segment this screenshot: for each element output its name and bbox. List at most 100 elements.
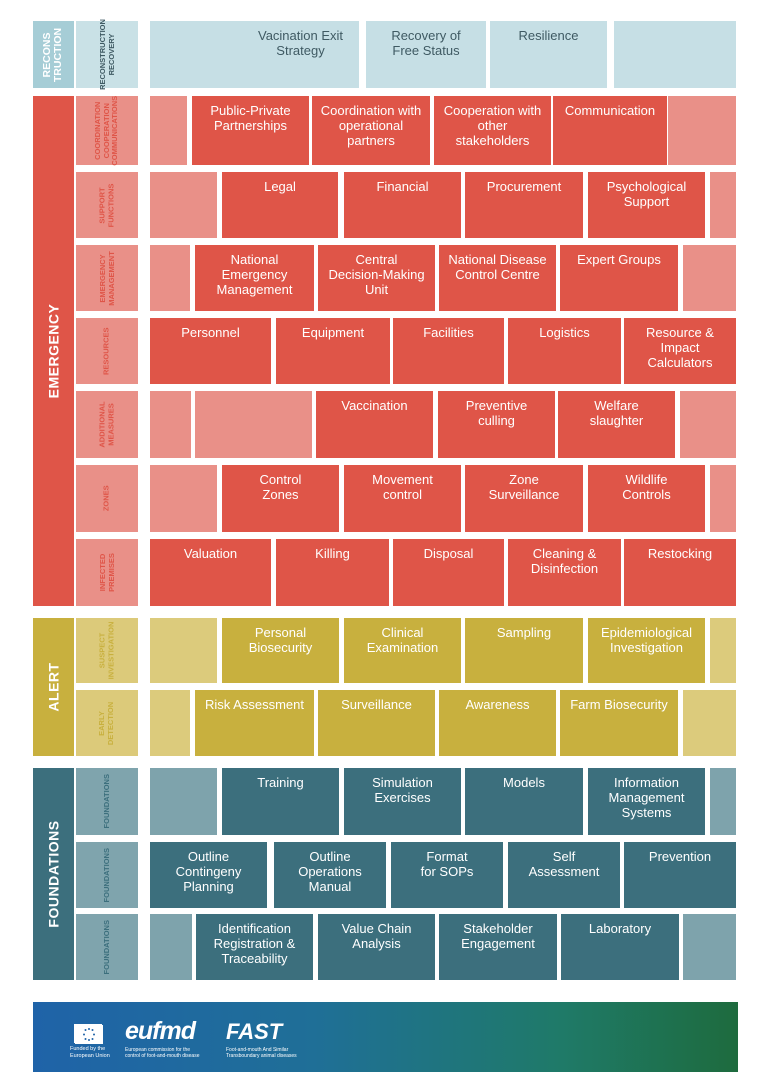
cell-found2-4: Prevention (624, 842, 736, 908)
filler-block (614, 21, 736, 88)
row-label-early: EARLY DETECTION (76, 690, 138, 756)
row-label-text: FOUNDATIONS (101, 847, 111, 903)
footer-banner: Funded by the European Union eufmd Europ… (33, 1002, 738, 1072)
cell-infected-4: Restocking (624, 539, 736, 606)
cell-resources-2: Facilities (393, 318, 504, 384)
cell-coord-2: Cooperation with other stakeholders (434, 96, 551, 165)
row-label-text: RECONSTRUCTION RECOVERY (97, 19, 116, 90)
cell-additional-1: Preventive culling (438, 391, 555, 458)
filler-block (195, 391, 312, 458)
cell-infected-2: Disposal (393, 539, 504, 606)
row-label-text: SUPPORT FUNCTIONS (97, 183, 116, 227)
filler-block (150, 768, 217, 835)
row-label-text: EMERGENCY MANAGEMENT (97, 250, 116, 306)
eufmd-caption: European commission for the control of f… (125, 1047, 200, 1059)
cell-additional-2: Welfare slaughter (558, 391, 675, 458)
section-alert: ALERT (33, 618, 74, 756)
section-emergency-label: EMERGENCY (45, 303, 62, 399)
filler-block (710, 465, 736, 532)
cell-found1-2: Models (465, 768, 583, 835)
cell-zones-3: Wildlife Controls (588, 465, 705, 532)
row-label-text: EARLY DETECTION (97, 701, 116, 745)
cell-found3-2: Stakeholder Engagement (439, 914, 557, 980)
cell-resources-3: Logistics (508, 318, 621, 384)
cell-early-0: Risk Assessment (195, 690, 314, 756)
row-label-support: SUPPORT FUNCTIONS (76, 172, 138, 238)
filler-block (150, 245, 190, 311)
cell-suspect-3: Epidemiological Investigation (588, 618, 705, 683)
filler-block (668, 96, 736, 165)
cell-found1-1: Simulation Exercises (344, 768, 461, 835)
cell-support-1: Financial (344, 172, 461, 238)
cell-support-2: Procurement (465, 172, 583, 238)
cell-found3-0: Identification Registration & Traceabili… (196, 914, 313, 980)
cell-coord-0: Public-Private Partnerships (192, 96, 309, 165)
row-label-text: FOUNDATIONS (101, 774, 111, 829)
row-label-text: SUSPECT INVESTIGATION (97, 621, 116, 680)
cell-found3-1: Value Chain Analysis (318, 914, 435, 980)
row-label-text: INFECTED PREMISES (97, 553, 115, 592)
cell-support-3: Psychological Support (588, 172, 705, 238)
filler-block (150, 172, 217, 238)
fast-caption: Foot-and-mouth And Similar Transboundary… (226, 1047, 297, 1059)
cell-additional-0: Vaccination (316, 391, 433, 458)
section-foundations-label: FOUNDATIONS (45, 820, 62, 928)
cell-recon-2: Resilience (490, 21, 607, 88)
cell-zones-0: Control Zones (222, 465, 339, 532)
cell-emgmt-3: Expert Groups (560, 245, 678, 311)
row-label-found1: FOUNDATIONS (76, 768, 138, 835)
cell-infected-0: Valuation (150, 539, 271, 606)
row-label-infected: INFECTED PREMISES (76, 539, 138, 606)
section-reconstruction-label: RECONS TRUCTION (41, 27, 65, 82)
cell-resources-4: Resource & Impact Calculators (624, 318, 736, 384)
row-label-emgmt: EMERGENCY MANAGEMENT (76, 245, 138, 311)
row-label-text: ADDITIONAL MEASURES (97, 401, 116, 448)
filler-block (150, 618, 217, 683)
row-label-text: COORDINATION COOPERATION COMMUNICATIONS (93, 95, 120, 166)
eu-flag-icon (74, 1024, 103, 1044)
row-label-zones: ZONES (76, 465, 138, 532)
row-label-coord: COORDINATION COOPERATION COMMUNICATIONS (76, 96, 138, 165)
cell-coord-1: Coordination with operational partners (312, 96, 430, 165)
cell-found2-3: Self Assessment (508, 842, 620, 908)
filler-block (683, 245, 736, 311)
cell-support-0: Legal (222, 172, 338, 238)
cell-suspect-0: Personal Biosecurity (222, 618, 339, 683)
section-emergency: EMERGENCY (33, 96, 74, 606)
row-label-text: RESOURCES (101, 327, 111, 375)
cell-resources-0: Personnel (150, 318, 271, 384)
cell-zones-2: Zone Surveillance (465, 465, 583, 532)
cell-emgmt-0: National Emergency Management (195, 245, 314, 311)
cell-found2-0: Outline Contingeny Planning (150, 842, 267, 908)
cell-found1-3: Information Management Systems (588, 768, 705, 835)
filler-block (683, 914, 736, 980)
eufmd-logo: eufmd (125, 1017, 196, 1045)
filler-block (680, 391, 736, 458)
filler-block (150, 465, 217, 532)
cell-recon-1: Recovery of Free Status (366, 21, 486, 88)
row-label-resources: RESOURCES (76, 318, 138, 384)
filler-block (683, 690, 736, 756)
section-foundations: FOUNDATIONS (33, 768, 74, 980)
cell-zones-1: Movement control (344, 465, 461, 532)
eu-caption: Funded by the European Union (70, 1046, 110, 1059)
row-label-additional: ADDITIONAL MEASURES (76, 391, 138, 458)
section-alert-label: ALERT (45, 662, 62, 712)
filler-block (150, 21, 242, 88)
row-label-found2: FOUNDATIONS (76, 842, 138, 908)
cell-found2-2: Format for SOPs (391, 842, 503, 908)
cell-emgmt-1: Central Decision-Making Unit (318, 245, 435, 311)
row-label-recon: RECONSTRUCTION RECOVERY (76, 19, 138, 90)
filler-block (710, 618, 736, 683)
filler-block (710, 172, 736, 238)
cell-early-2: Awareness (439, 690, 556, 756)
filler-block (150, 96, 187, 165)
cell-found3-3: Laboratory (561, 914, 679, 980)
cell-infected-1: Killing (276, 539, 389, 606)
row-label-suspect: SUSPECT INVESTIGATION (76, 618, 138, 683)
cell-emgmt-2: National Disease Control Centre (439, 245, 556, 311)
cell-found1-0: Training (222, 768, 339, 835)
cell-infected-3: Cleaning & Disinfection (508, 539, 621, 606)
row-label-found3: FOUNDATIONS (76, 914, 138, 980)
filler-block (150, 391, 191, 458)
